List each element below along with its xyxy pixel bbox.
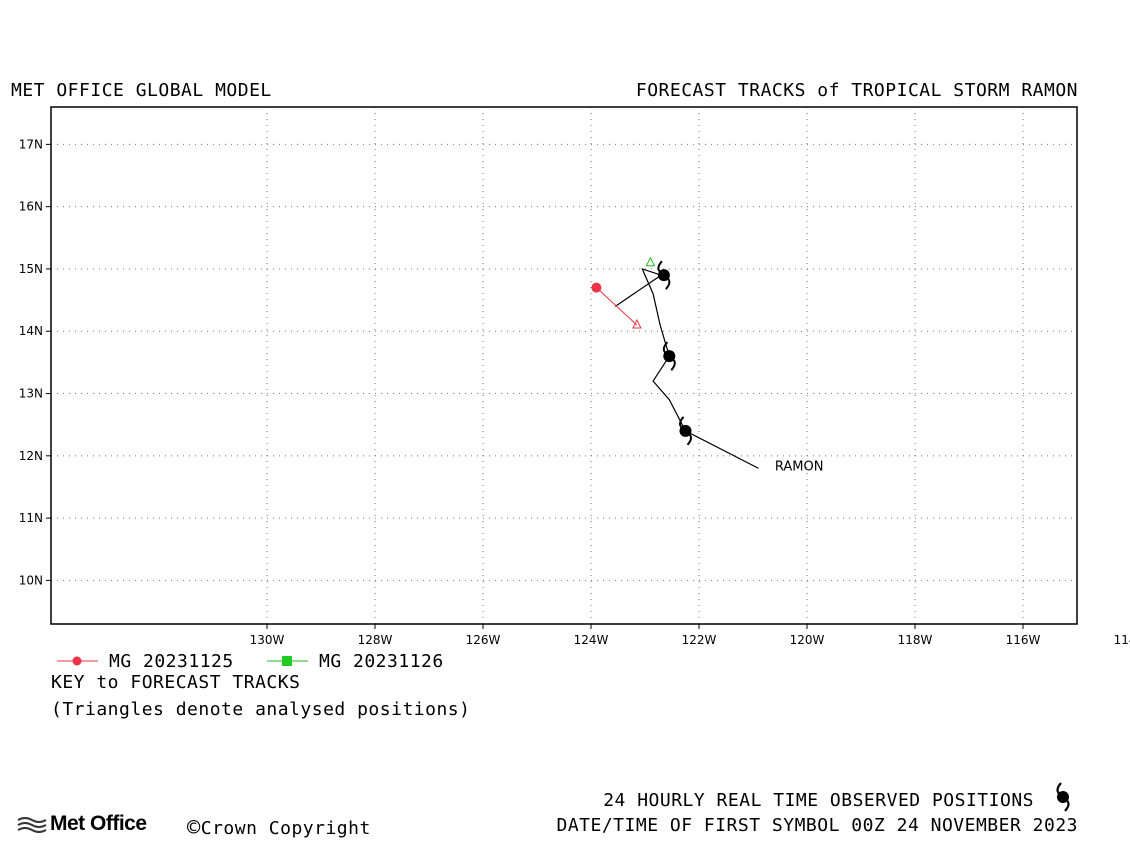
copyright-text: ©Crown Copyright	[187, 815, 371, 841]
x-tick-label: 114W	[1114, 633, 1130, 647]
copyright-icon: ©	[187, 816, 201, 841]
tropical-storm-symbol	[679, 416, 692, 446]
x-tick-label: 116W	[1006, 633, 1041, 647]
tropical-storm-symbol	[662, 341, 676, 371]
map-axis-ticks: 130W 128W 126W 124W 122W 120W 118W 116W 114W 10N 1…	[19, 137, 1130, 647]
copyright-label: Crown Copyright	[200, 818, 371, 839]
observed-positions-text: 24 HOURLY REAL TIME OBSERVED POSITIONS	[603, 790, 1034, 811]
tropical-storm-symbol	[657, 260, 671, 290]
x-tick-label: 130W	[250, 633, 285, 647]
y-tick-label: 11N	[19, 511, 43, 525]
forecast-track-mg-20231125-line	[596, 287, 638, 326]
y-tick-label: 10N	[19, 573, 43, 587]
key-note: (Triangles denote analysed positions)	[51, 699, 471, 720]
track-layer	[591, 256, 759, 469]
storm-symbol-core	[657, 269, 670, 282]
met-office-logo	[17, 817, 47, 833]
map-frame	[50, 106, 1078, 625]
x-tick-label: 122W	[682, 633, 717, 647]
x-tick-label: 124W	[574, 633, 609, 647]
header-right-title: FORECAST TRACKS of TROPICAL STORM RAMON	[635, 80, 1078, 101]
header-left-title: MET OFFICE GLOBAL MODEL	[11, 80, 272, 101]
forecast-track-mg-20231126-analysed-triangle	[645, 256, 656, 267]
legend-label-mg-20231126: MG 20231126	[319, 651, 444, 672]
observed-symbols-layer	[657, 260, 692, 446]
map-grid	[51, 107, 1077, 624]
legend-marker-mg-20231125	[57, 656, 98, 666]
y-tick-label: 12N	[19, 449, 43, 463]
y-tick-label: 14N	[19, 324, 43, 338]
storm-symbol-core	[663, 350, 676, 363]
forecast-track-mg-20231125-start-marker	[591, 282, 602, 293]
observed-track-line	[614, 267, 759, 469]
key-title: KEY to FORECAST TRACKS	[51, 672, 301, 693]
y-tick-label: 13N	[19, 387, 43, 401]
storm-name-label: RAMON	[775, 459, 824, 474]
storm-symbol-core	[679, 424, 692, 437]
forecast-track-mg-20231125-analysed-triangle	[632, 318, 642, 329]
legend-label-mg-20231125: MG 20231125	[109, 651, 234, 672]
y-tick-label: 16N	[19, 200, 43, 214]
x-tick-label: 120W	[790, 633, 825, 647]
met-office-logo-text: Met Office	[50, 812, 147, 835]
y-tick-label: 15N	[19, 262, 43, 276]
x-tick-label: 126W	[466, 633, 501, 647]
x-tick-label: 128W	[358, 633, 393, 647]
legend-marker-mg-20231126	[267, 656, 308, 666]
x-tick-label: 118W	[898, 633, 933, 647]
first-symbol-datetime-text: DATE/TIME OF FIRST SYMBOL 00Z 24 NOVEMBE…	[556, 815, 1078, 836]
tropical-storm-icon	[1056, 782, 1070, 812]
y-tick-label: 17N	[19, 137, 43, 151]
